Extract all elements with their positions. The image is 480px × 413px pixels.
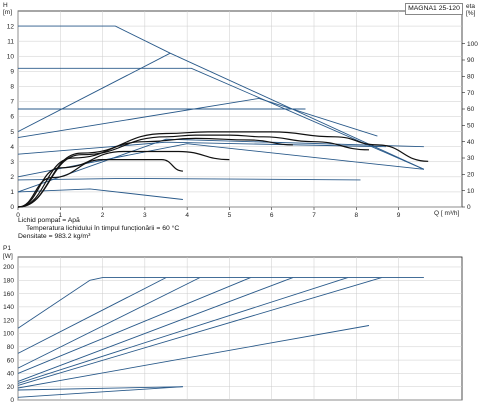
power-y-tick-label: 80 [7,344,15,351]
eta-axis-unit: [%] [466,10,476,17]
eta-tick-label: 70 [467,90,475,97]
head-y-tick-label: 12 [7,23,15,30]
efficiency-curve-5 [17,158,183,208]
head-y-tick-label: 7 [10,99,14,106]
head-x-axis-label: Q [ m³/h] [434,210,459,217]
head-curve-4 [17,52,171,133]
head-x-tick-label: 2 [101,212,105,219]
head-x-tick-label: 6 [270,212,274,219]
head-x-tick-label: 9 [397,212,401,219]
head-curve-7 [17,143,424,178]
model-label: MAGNA1 25-120 [405,3,463,15]
head-axis-label: H [3,2,8,9]
head-axis-unit: [m] [3,9,12,16]
power-y-tick-label: 180 [3,277,14,284]
eta-tick-label: 0 [467,204,471,211]
power-curve-9 [17,386,183,391]
head-curve-5 [17,97,378,139]
power-curve-3 [17,277,201,369]
head-y-tick-label: 4 [10,144,14,151]
head-y-tick-label: 5 [10,129,14,136]
power-y-tick-label: 200 [3,264,14,271]
head-y-tick-label: 11 [7,38,14,45]
head-y-tick-label: 6 [10,114,14,121]
eta-tick-label: 10 [467,188,475,195]
power-panel: 0 20 40 60 80 100 120 140 160 180 200 P1[W] [3,245,463,404]
eta-tick-label: 80 [467,74,475,81]
eta-tick-label: 40 [467,139,475,146]
head-x-tick-label: 7 [312,212,316,219]
head-curve-2 [18,67,425,170]
power-y-tick-label: 60 [7,357,15,364]
power-axis-unit: [W] [3,253,13,260]
power-curve-6 [17,277,348,384]
head-x-tick-label: 5 [228,212,232,219]
power-curve-1 [17,277,424,329]
power-plot-frame [17,256,463,401]
info-line-temperature: Temperatura lichidului în timpul funcțio… [26,225,180,232]
power-curve-8 [17,325,370,389]
power-y-tick-label: 40 [7,371,15,378]
head-panel: 0 1 2 3 4 5 6 7 8 9012345678910111201020304050607… [3,2,478,219]
eta-tick-label: 100 [467,41,478,48]
head-x-tick-label: 8 [354,212,358,219]
head-y-tick-label: 10 [7,53,15,60]
power-curve-2 [17,277,167,354]
head-y-tick-label: 9 [10,69,14,76]
power-y-tick-label: 20 [7,384,15,391]
efficiency-curve-2 [17,131,429,208]
eta-tick-label: 50 [467,123,475,130]
eta-tick-label: 90 [467,57,475,64]
power-y-tick-label: 160 [3,291,14,298]
head-curve-6 [17,141,386,155]
power-axis-label: P1 [3,245,11,252]
head-x-tick-label: 4 [185,212,189,219]
power-y-tick-label: 120 [3,317,14,324]
head-y-tick-label: 0 [10,204,14,211]
power-curve-10 [17,386,183,398]
power-curve-4 [17,277,251,374]
efficiency-curve-3 [17,137,293,208]
info-line-fluid: Lichid pompat = Apă [18,217,80,224]
head-x-tick-label: 3 [143,212,147,219]
head-x-tick-label: 1 [58,212,62,219]
eta-tick-label: 30 [467,155,475,162]
info-line-density: Densitate = 983.2 kg/m³ [18,233,91,240]
power-curve-7 [17,277,382,386]
head-x-tick-label: 0 [16,212,20,219]
power-y-tick-label: 140 [3,304,14,311]
power-y-tick-label: 100 [3,331,14,338]
power-curve-5 [17,277,294,382]
head-curve-1 [18,25,425,170]
eta-tick-label: 20 [467,172,475,179]
eta-axis-label: eta [466,3,475,10]
head-y-tick-label: 8 [10,84,14,91]
head-y-tick-label: 2 [10,174,14,181]
head-y-tick-label: 1 [10,189,14,196]
head-y-tick-label: 3 [10,159,14,166]
power-y-tick-label: 0 [10,397,14,404]
eta-tick-label: 60 [467,106,475,113]
head-curve-9 [17,188,183,200]
head-curve-8 [17,177,361,181]
efficiency-curve-1 [17,134,370,208]
